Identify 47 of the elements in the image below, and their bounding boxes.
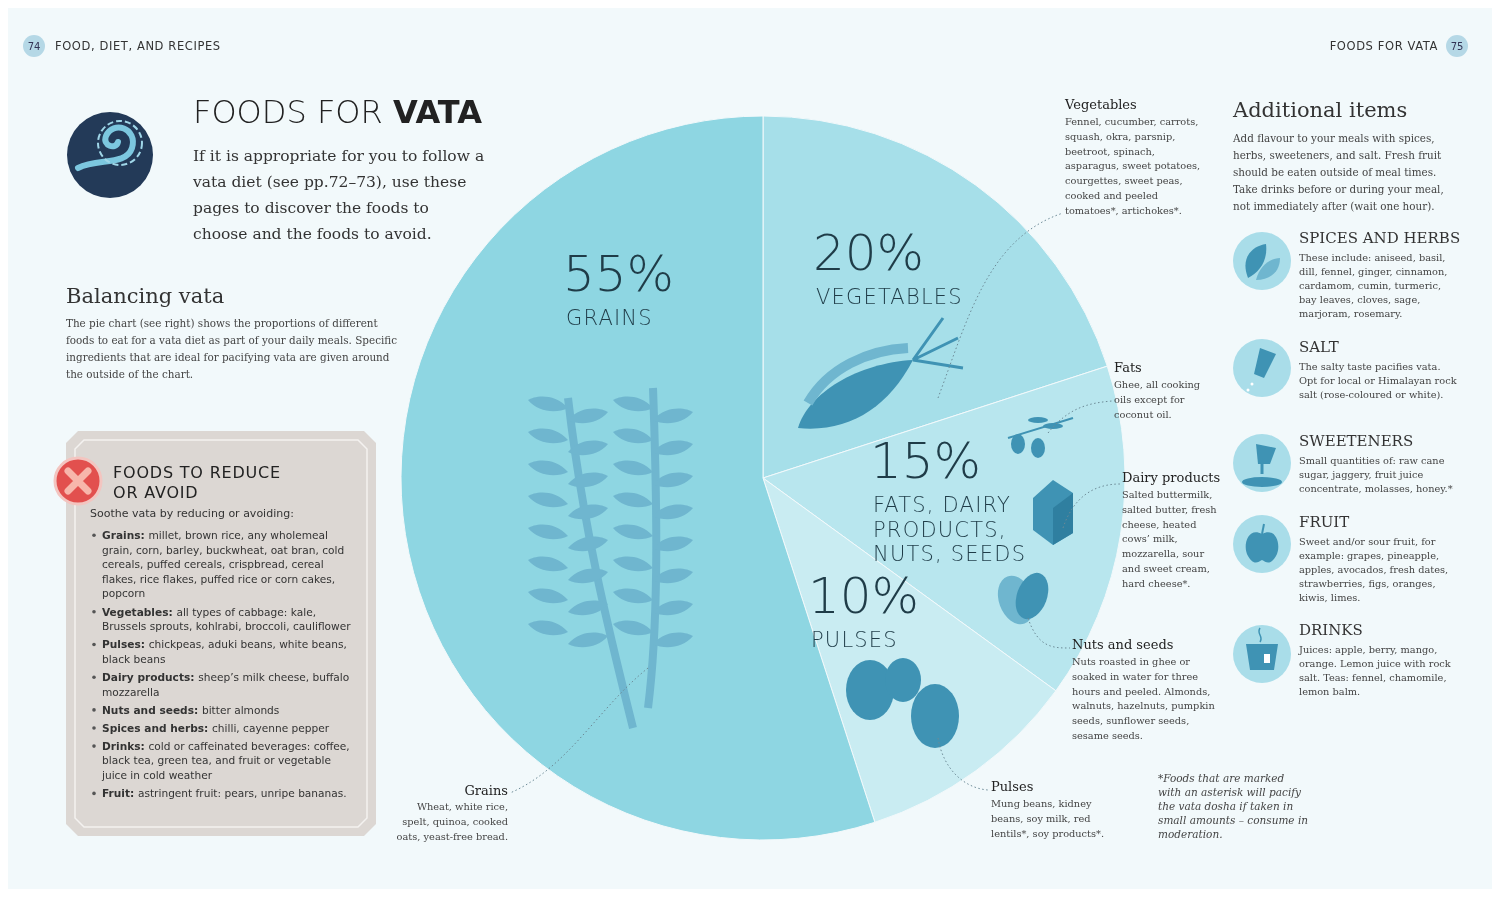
text: FOOD, DIET, AND RECIPES bbox=[55, 39, 221, 53]
slice-label: FATS, DAIRY PRODUCTS, NUTS, SEEDS bbox=[873, 493, 1027, 566]
text: Small quantities of: raw cane sugar, jaggery, fruit juice concentrate, molasses, honey.* bbox=[1299, 455, 1453, 494]
text: Nuts and seeds bbox=[1072, 637, 1174, 652]
text: The pie chart (see right) shows the proportions of different foods to eat for a vata diet as part of your daily meals. Specific ingredients that are ideal for pacifying vata are given around the outside of the chart. bbox=[66, 317, 398, 380]
text: Nuts and seeds: bitter almonds bbox=[102, 703, 280, 716]
text: If it is appropriate for you to follow a vata diet (see pp.72–73), use these pages to discover the foods to choose and the foods to avoid. bbox=[193, 147, 485, 243]
text: Wheat, white rice, spelt, quinoa, cooked oats, yeast-free bread. bbox=[396, 801, 508, 842]
text: Vegetables bbox=[1064, 97, 1137, 112]
text: *Foods that are marked with an asterisk will pacify the vata dosha if taken in small amounts – consume in moderation. bbox=[1158, 772, 1309, 840]
text: Juices: apple, berry, mango, orange. Lemon juice with rock salt. Teas: fennel, chamomile, lemon balm. bbox=[1299, 644, 1451, 697]
data-label: 10% bbox=[808, 567, 920, 625]
text: These include: aniseed, basil, dill, fennel, ginger, cinnamon, cardamom, cumin, turmeric, bay leaves, cloves, sage, marjoram, rosemary. bbox=[1299, 252, 1448, 319]
text: FOODS FOR VATA bbox=[1329, 39, 1438, 53]
text: SPICES AND HERBS bbox=[1299, 229, 1461, 247]
slice-label: GRAINS bbox=[566, 306, 653, 330]
text: SWEETENERS bbox=[1299, 432, 1414, 450]
text: The salty taste pacifies vata. Opt for local or Himalayan rock salt (rose-coloured or white). bbox=[1299, 361, 1457, 400]
text: Fats bbox=[1114, 360, 1142, 375]
data-label: 15% bbox=[870, 432, 982, 490]
text: Mung beans, kidney beans, soy milk, red lentils*, soy products*. bbox=[991, 798, 1105, 839]
text: Soothe vata by reducing or avoiding: bbox=[90, 507, 294, 520]
text: Add flavour to your meals with spices, herbs, sweeteners, and salt. Fresh fruit should be eaten outside of meal times. Take drinks before or during your meal, not immediately after (wait one hour). bbox=[1233, 132, 1444, 212]
text: Pulses bbox=[991, 779, 1034, 794]
text: Nuts roasted in ghee or soaked in water for three hours and peeled. Almonds, walnuts, hazelnuts, pumpkin seeds, sunflower seeds, sesame seeds. bbox=[1072, 656, 1215, 741]
text: Fennel, cucumber, carrots, squash, okra, parsnip, beetroot, spinach, asparagus, sweet potatoes, courgettes, sweet peas, cooked and peeled tomatoes*, artichokes*. bbox=[1065, 116, 1201, 216]
data-label: 20% bbox=[813, 224, 925, 282]
text: Balancing vata bbox=[66, 284, 225, 308]
text: Fruit: astringent fruit: pears, unripe bananas. bbox=[102, 787, 347, 800]
text: 74 bbox=[27, 41, 41, 52]
text: Salted buttermilk, salted butter, fresh cheese, heated cows’ milk, mozzarella, sour and sweet cream, hard cheese*. bbox=[1122, 489, 1217, 589]
text: 75 bbox=[1450, 41, 1464, 52]
text: Pulses: chickpeas, aduki beans, white beans, black beans bbox=[102, 638, 347, 665]
text: DRINKS bbox=[1299, 621, 1363, 639]
text: Grains bbox=[464, 783, 508, 798]
slice-label: VEGETABLES bbox=[816, 285, 963, 309]
text: SALT bbox=[1299, 338, 1339, 356]
data-label: 55% bbox=[563, 245, 675, 303]
text: Additional items bbox=[1232, 98, 1408, 122]
text: Ghee, all cooking oils except for coconut oil. bbox=[1114, 379, 1201, 420]
text: Dairy products bbox=[1122, 470, 1221, 485]
text: FRUIT bbox=[1299, 513, 1350, 531]
text: Spices and herbs: chilli, cayenne pepper bbox=[102, 721, 330, 734]
text: FOODS TO REDUCE OR AVOID bbox=[113, 463, 281, 502]
slice-label: PULSES bbox=[811, 628, 898, 652]
chart-title: FOODS FOR VATA bbox=[193, 93, 483, 131]
text: Sweet and/or sour fruit, for example: grapes, pineapple, apples, avocados, fresh dates, strawberries, figs, oranges, kiwis, limes. bbox=[1299, 536, 1449, 603]
